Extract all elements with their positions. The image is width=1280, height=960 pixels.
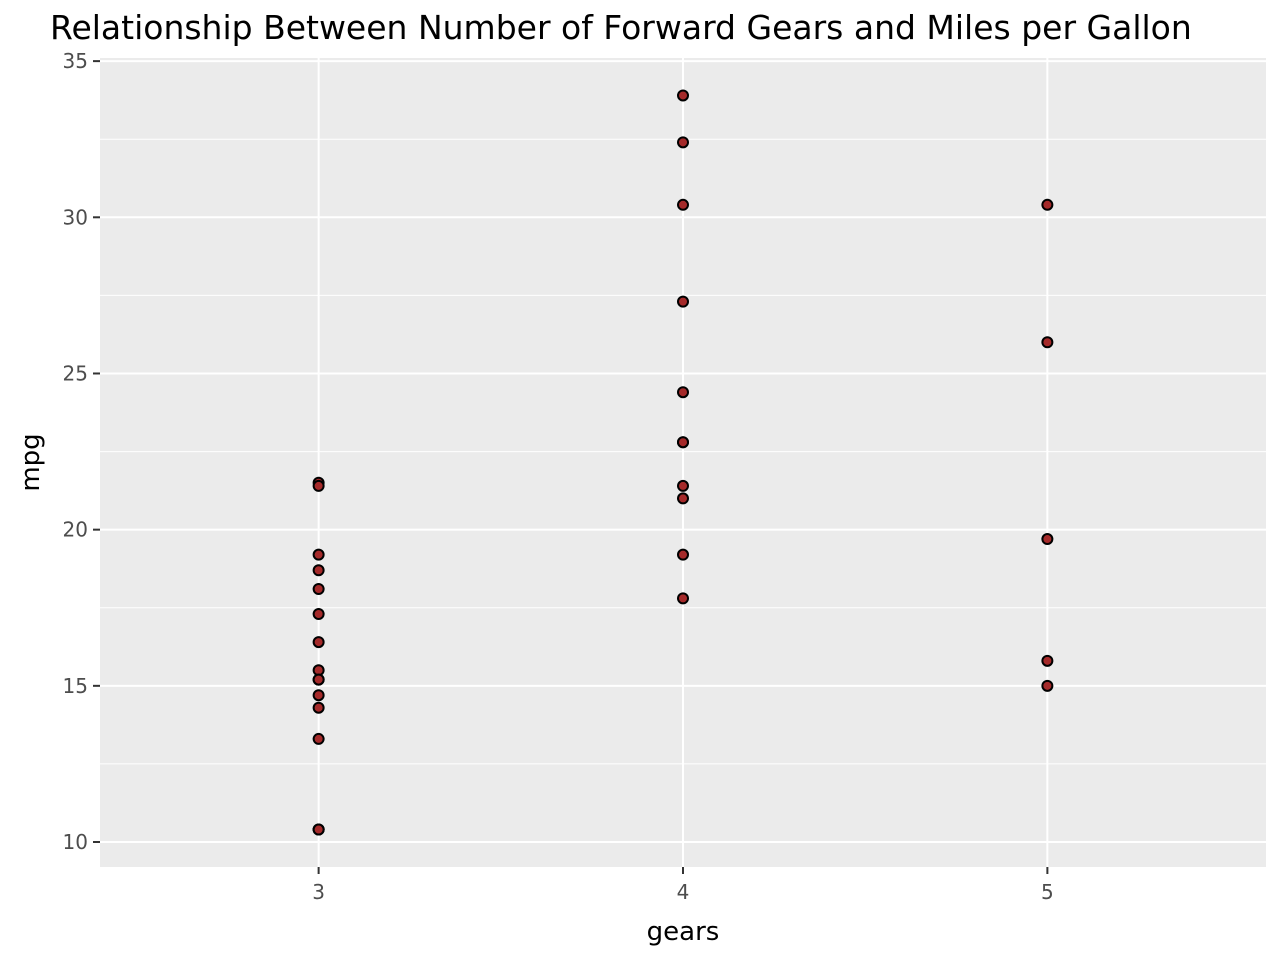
data-point [677,386,689,399]
data-point [312,673,325,686]
data-point [312,479,325,492]
data-point [677,436,689,449]
data-point [312,564,325,577]
data-point [677,89,689,102]
data-point [677,592,689,605]
data-point [312,583,325,596]
data-point [677,136,689,149]
x-tick-label: 5 [1041,880,1054,904]
data-point [312,636,325,649]
y-axis: 10 15 20 25 30 35 [63,49,100,854]
data-point [312,701,325,714]
data-point [1041,679,1054,692]
x-tick-label: 3 [312,880,325,904]
data-point [312,689,325,702]
major-gridlines [100,58,1266,867]
data-point [677,479,689,492]
y-tick-label: 10 [63,830,88,854]
data-point [312,607,325,620]
y-tick-label: 20 [63,518,88,542]
data-point [1041,198,1054,211]
data-point [1041,654,1054,667]
data-point [677,295,689,308]
data-point [312,548,325,561]
data-point [677,548,689,561]
x-tick-label: 4 [677,880,690,904]
y-tick-label: 15 [63,674,88,698]
data-point [312,732,325,745]
data-point [677,198,689,211]
y-tick-label: 30 [63,205,88,229]
x-axis: 3 4 5 [312,867,1054,904]
chart-title: Relationship Between Number of Forward G… [50,8,1192,47]
data-points [312,89,1054,836]
data-point [1041,336,1054,349]
data-point [677,492,689,505]
data-point [312,823,325,836]
y-tick-label: 35 [63,49,88,73]
y-tick-label: 25 [63,361,88,385]
data-point [1041,533,1054,546]
x-axis-title: gears [647,917,720,947]
y-axis-title: mpg [16,433,46,491]
